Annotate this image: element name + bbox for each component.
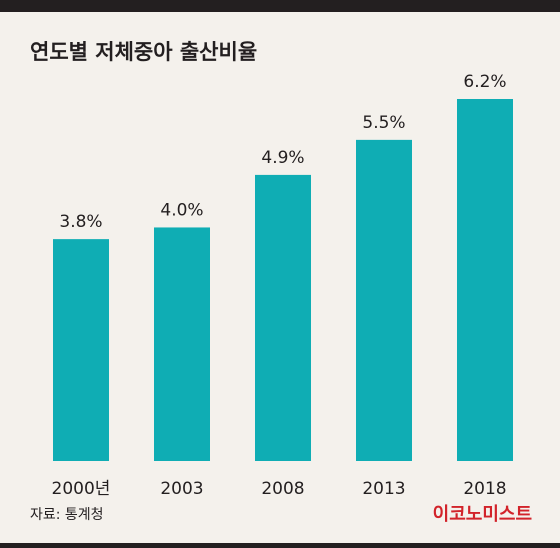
data-label-4: 6.2% <box>463 72 506 92</box>
x-tick-label-4: 2018 <box>463 479 506 499</box>
data-label-3: 5.5% <box>362 113 405 133</box>
data-label-0: 3.8% <box>59 212 102 232</box>
brand-logo: 이코노미스트 <box>432 504 532 525</box>
x-tick-label-0: 2000년 <box>52 479 111 499</box>
x-tick-label-1: 2003 <box>160 479 203 499</box>
top-bar <box>0 0 560 12</box>
bar-0 <box>53 239 109 461</box>
chart-title: 연도별 저체중아 출산비율 <box>30 40 258 64</box>
x-tick-label-3: 2013 <box>362 479 405 499</box>
bar-2 <box>255 174 311 461</box>
bar-4 <box>457 99 513 461</box>
source-note: 자료: 통계청 <box>30 507 104 523</box>
x-tick-label-2: 2008 <box>261 479 304 499</box>
bar-3 <box>356 139 412 461</box>
data-label-1: 4.0% <box>160 200 203 220</box>
bottom-bar <box>0 543 560 548</box>
data-label-2: 4.9% <box>261 148 304 168</box>
bar-1 <box>154 227 210 461</box>
